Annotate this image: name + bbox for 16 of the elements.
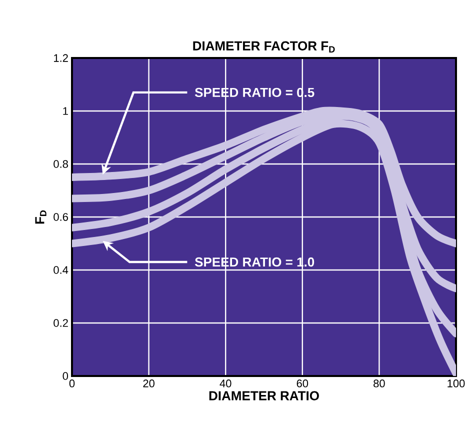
- y-tick-label: 0.8: [54, 160, 68, 168]
- y-tick-label: 1: [63, 107, 68, 115]
- y-tick-label: 0: [62, 372, 68, 380]
- x-tick-label: 80: [374, 380, 385, 388]
- chart-title: DIAMETER FACTOR F$_{D}$: [193, 41, 335, 52]
- x-axis-title: DIAMETER RATIO: [209, 391, 319, 400]
- x-tick-label: 20: [143, 380, 154, 388]
- x-tick-label: 0: [69, 380, 75, 388]
- y-tick-label: 0.6: [54, 213, 68, 221]
- x-tick-label: 60: [296, 380, 308, 388]
- y-tick-label: 0.2: [54, 319, 68, 327]
- x-tick-label: 100: [448, 380, 465, 388]
- x-tick-label: 40: [220, 380, 232, 388]
- y-tick-label: 1.2: [54, 54, 68, 62]
- y-axis-title: F$_{D}$: [35, 210, 46, 224]
- y-tick-label: 0.4: [54, 266, 68, 274]
